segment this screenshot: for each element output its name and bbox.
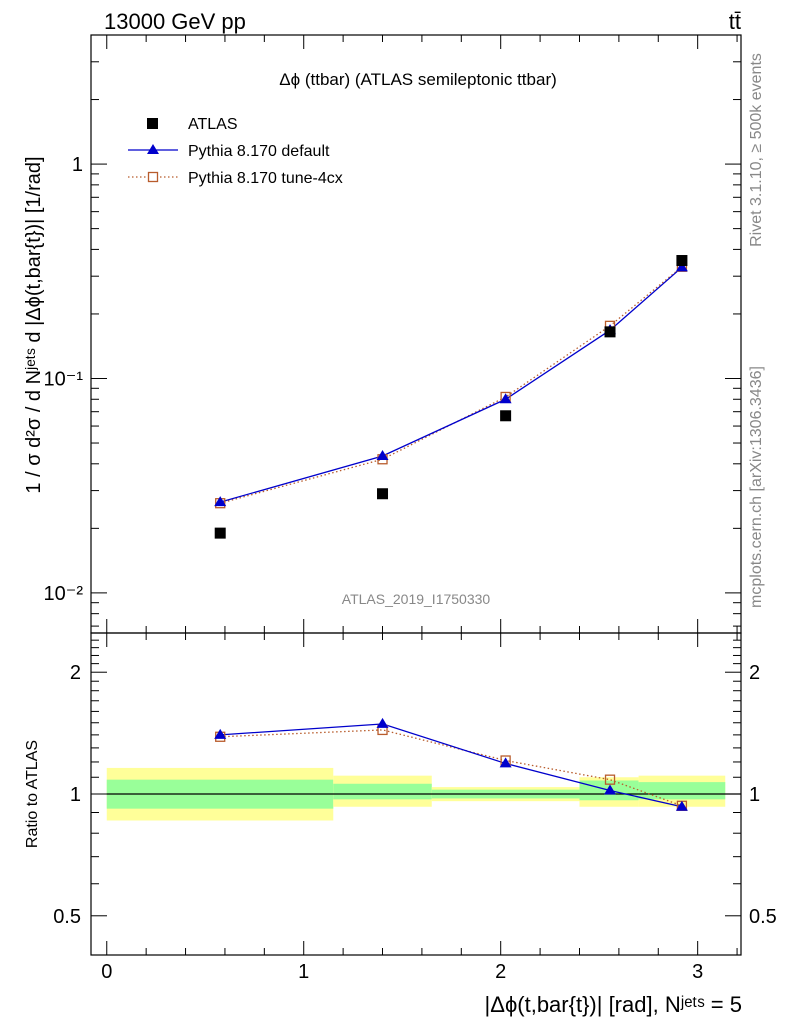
ratio-y-tick-label-right: 2 bbox=[749, 662, 760, 684]
band-inner-4 bbox=[638, 782, 726, 800]
ratio-y-tick-label-right: 0.5 bbox=[749, 906, 777, 928]
main-y-tick-label: 1 bbox=[72, 154, 83, 176]
main-point-pythia-8-170-default-2 bbox=[499, 393, 512, 404]
watermark: ATLAS_2019_I1750330 bbox=[342, 591, 491, 607]
main-point-atlas-2 bbox=[500, 410, 512, 422]
main-title: Δϕ (ttbar) (ATLAS semileptonic ttbar) bbox=[279, 70, 557, 89]
ratio-data-points bbox=[214, 717, 688, 811]
ratio-y-tick-label-left: 2 bbox=[70, 662, 81, 684]
ratio-point-pythia-8-170-default-4 bbox=[675, 800, 688, 811]
main-point-pythia-8-170-default-0 bbox=[214, 496, 227, 507]
main-ylabel: 1 / σ d²σ / d Nʲᵉᵗˢ d |Δϕ(t,bar{t})| [1/… bbox=[23, 156, 45, 493]
main-y-tick-label: 10⁻¹ bbox=[44, 368, 84, 390]
process-label: tt̄ bbox=[729, 9, 741, 34]
main-point-atlas-1 bbox=[377, 488, 389, 500]
main-line-pythia-8-170-tune-4cx bbox=[220, 266, 683, 504]
x-tick-label-0: 0 bbox=[101, 961, 112, 983]
legend: ATLAS Pythia 8.170 default Pythia 8.170 … bbox=[128, 116, 343, 187]
ratio-y-tick-label-left: 0.5 bbox=[53, 906, 81, 928]
ratio-point-pythia-8-170-tune-4cx-3 bbox=[604, 774, 616, 785]
main-line-pythia-8-170-default bbox=[220, 266, 683, 503]
main-point-pythia-8-170-default-4 bbox=[675, 261, 688, 272]
legend-marker-atlas bbox=[147, 118, 158, 129]
ratio-point-pythia-8-170-default-3 bbox=[604, 784, 617, 795]
legend-label-atlas: ATLAS bbox=[188, 116, 238, 133]
legend-label-default: Pythia 8.170 default bbox=[188, 143, 330, 160]
x-tick-label-3: 3 bbox=[692, 961, 703, 983]
band-inner-1 bbox=[333, 783, 432, 800]
main-point-atlas-3 bbox=[604, 326, 616, 338]
ratio-xlabel: |Δϕ(t,bar{t})| [rad], Nʲᵉᵗˢ = 5 bbox=[485, 992, 742, 1017]
mcplots-label: mcplots.cern.ch [arXiv:1306.3436] bbox=[748, 366, 765, 608]
ratio-ylabel: Ratio to ATLAS bbox=[24, 740, 41, 848]
main-point-pythia-8-170-default-1 bbox=[376, 449, 389, 460]
main-series-lines bbox=[220, 266, 683, 504]
ratio-point-pythia-8-170-default-1 bbox=[376, 717, 389, 728]
legend-marker-tune bbox=[147, 171, 159, 183]
x-tick-label-2: 2 bbox=[495, 961, 506, 983]
x-tick-label-1: 1 bbox=[298, 961, 309, 983]
ratio-point-pythia-8-170-default-2 bbox=[499, 757, 512, 768]
main-y-tick-label: 10⁻² bbox=[44, 583, 84, 605]
legend-label-tune: Pythia 8.170 tune-4cx bbox=[188, 170, 343, 187]
main-point-atlas-0 bbox=[214, 527, 226, 539]
energy-label: 13000 GeV pp bbox=[104, 9, 246, 34]
ratio-y-tick-label-right: 1 bbox=[749, 784, 760, 806]
legend-marker-default bbox=[147, 144, 159, 154]
rivet-label: Rivet 3.1.10, ≥ 500k events bbox=[748, 53, 765, 247]
ratio-point-pythia-8-170-default-0 bbox=[214, 728, 227, 739]
ratio-uncertainty-bands bbox=[106, 767, 741, 821]
ratio-axes: 0 1 2 3 0.5 0.5 1 1 2 2 bbox=[53, 632, 777, 983]
main-data-points bbox=[214, 255, 688, 539]
main-point-atlas-4 bbox=[676, 255, 688, 267]
ratio-y-tick-label-left: 1 bbox=[70, 784, 81, 806]
